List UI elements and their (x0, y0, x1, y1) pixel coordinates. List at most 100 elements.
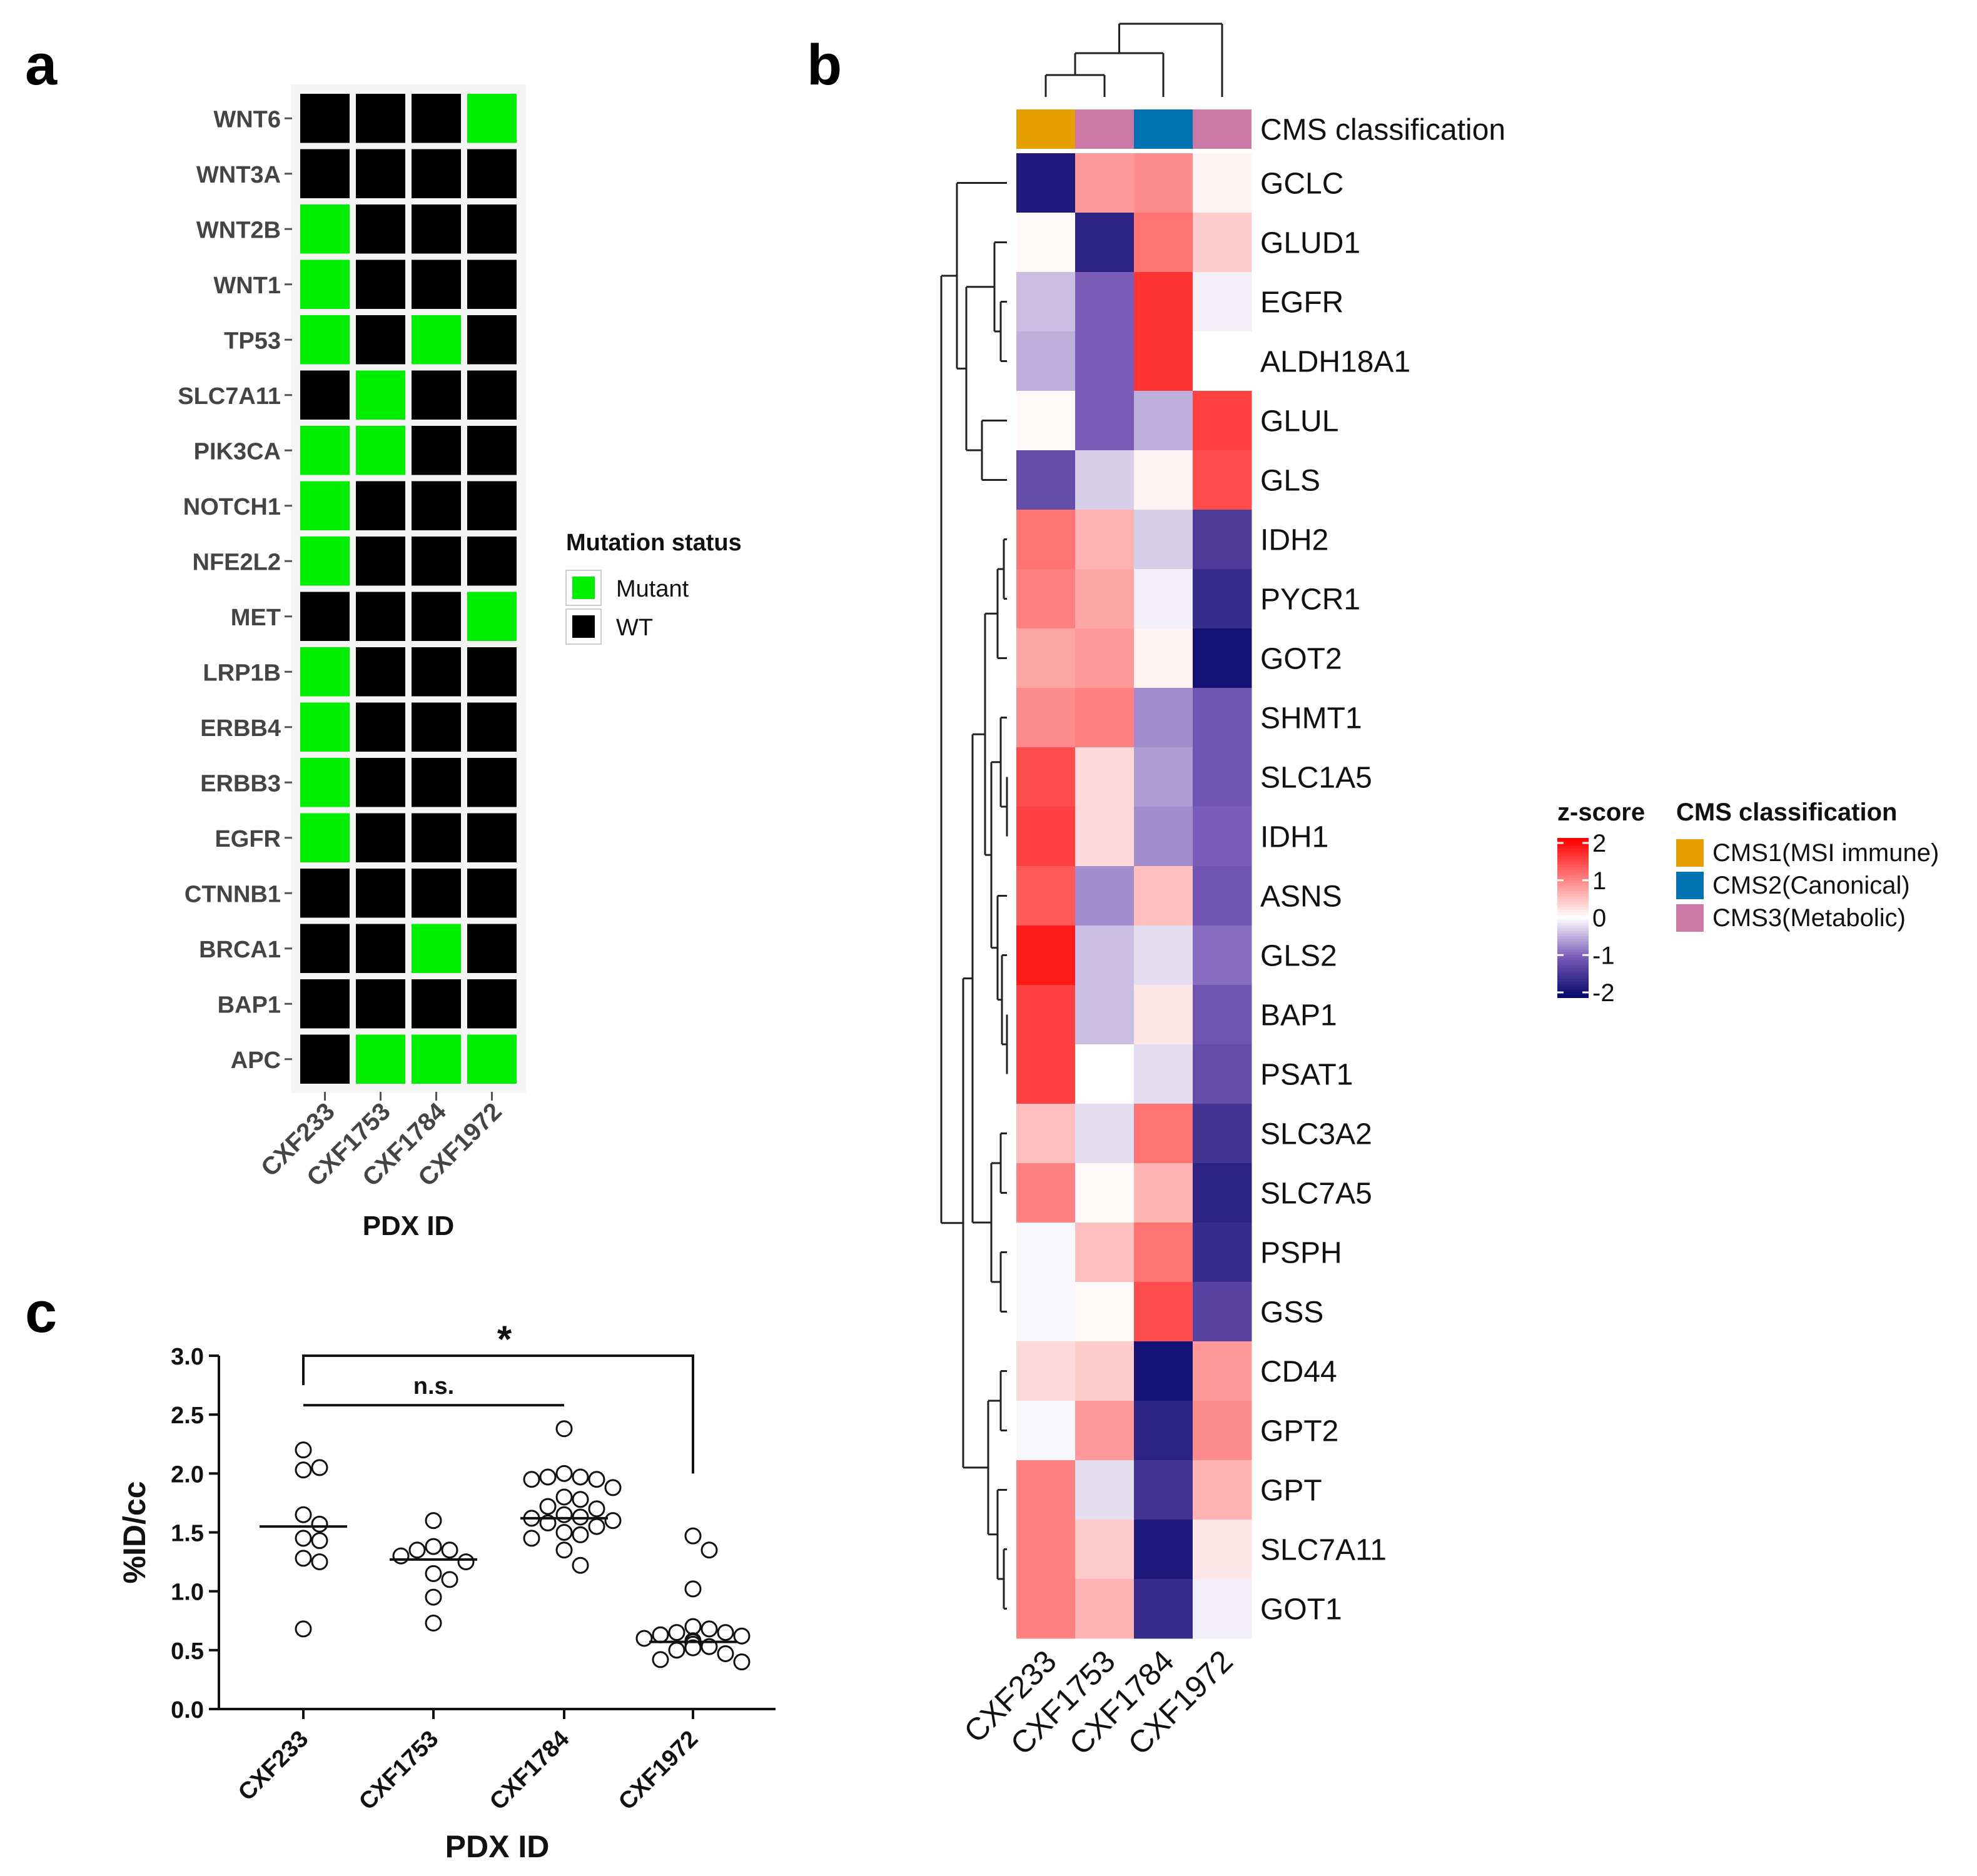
expression-cell (1075, 688, 1135, 748)
data-point (539, 1468, 557, 1486)
zscore-gradient-step (1557, 891, 1589, 895)
expression-cell (1016, 1104, 1076, 1164)
data-point (425, 1565, 442, 1582)
gene-label: ALDH18A1 (1260, 346, 1410, 379)
data-point (684, 1639, 702, 1657)
data-point (733, 1653, 751, 1671)
gene-label: EGFR (215, 826, 281, 852)
mutation-cell (300, 702, 350, 752)
expression-cell (1134, 1163, 1193, 1223)
zscore-gradient-step (1557, 909, 1589, 913)
gene-label: SLC7A5 (1260, 1178, 1372, 1211)
gene-label: GLUD1 (1260, 227, 1360, 260)
mutation-legend-title: Mutation status (566, 530, 742, 556)
zscore-gradient-step (1557, 992, 1589, 996)
mutation-cell (356, 1034, 405, 1084)
expression-cell (1193, 688, 1252, 748)
zscore-gradient-step (1557, 939, 1589, 942)
mutation-cell (412, 370, 461, 420)
gene-label: BAP1 (1260, 999, 1337, 1032)
mutation-cell (467, 426, 517, 475)
zscore-gradient-step (1557, 877, 1589, 881)
mutation-cell (300, 924, 350, 973)
expression-cell (1193, 866, 1252, 926)
zscore-gradient-step (1557, 838, 1589, 842)
panel-b-expression-heatmap: CMS classification GCLC GLUD1 EGFR ALDH18A1 G… (940, 23, 1939, 1762)
expression-cell (1134, 1579, 1193, 1639)
data-point (392, 1547, 410, 1565)
expression-cell (1134, 1223, 1193, 1283)
zscore-gradient-step (1557, 957, 1589, 961)
expression-cell (1134, 985, 1193, 1045)
expression-cell (1016, 1520, 1076, 1580)
cms-cell (1193, 109, 1251, 149)
data-point (588, 1471, 605, 1488)
expression-cell (1193, 272, 1252, 332)
expression-cell (1193, 1401, 1252, 1461)
data-point (523, 1530, 540, 1547)
gene-label: ERBB3 (200, 770, 281, 797)
zscore-gradient-step (1557, 907, 1589, 910)
zscore-gradient-step (1557, 856, 1589, 860)
zscore-gradient-step (1557, 989, 1589, 993)
gene-label: ASNS (1260, 880, 1342, 914)
expression-cell (1016, 272, 1076, 332)
expression-cell (1134, 569, 1193, 629)
legend-label: Mutant (616, 576, 689, 602)
expression-cell (1075, 1282, 1135, 1342)
gene-label: PYCR1 (1260, 583, 1360, 617)
mutation-cell (300, 260, 350, 309)
zscore-gradient-step (1557, 976, 1589, 980)
mutation-cell (467, 1034, 517, 1084)
mutation-cell (412, 426, 461, 475)
zscore-gradient-step (1557, 840, 1589, 844)
gene-label: GLS (1260, 465, 1320, 498)
expression-cell (1193, 628, 1252, 688)
zscore-gradient-step (1557, 917, 1589, 921)
expression-cell (1193, 153, 1252, 213)
expression-cell (1016, 628, 1076, 688)
expression-cell (1075, 213, 1135, 273)
x-tick-label: CXF1784 (485, 1726, 574, 1815)
cms-cell (1016, 109, 1075, 149)
mutation-cell (356, 149, 405, 198)
zscore-gradient-step (1557, 920, 1589, 924)
mutation-cell (412, 647, 461, 697)
zscore-gradient-step (1557, 994, 1589, 998)
y-axis-title: %ID/cc (117, 1481, 152, 1584)
mutation-cell (300, 592, 350, 641)
mutation-cell (467, 149, 517, 198)
expression-cell (1134, 747, 1193, 807)
y-tick-label: 1.0 (171, 1580, 204, 1606)
legend-swatch (572, 577, 595, 599)
mutation-cell (356, 979, 405, 1029)
gene-label: IDH2 (1260, 524, 1328, 557)
zscore-gradient-step (1557, 944, 1589, 948)
expression-cell (1016, 1282, 1076, 1342)
mutation-cell (467, 592, 517, 641)
data-point (717, 1624, 734, 1642)
mutation-cell (356, 315, 405, 365)
zscore-gradient-step (1557, 971, 1589, 974)
zscore-gradient-step (1557, 872, 1589, 876)
y-tick-label: 2.5 (171, 1403, 204, 1429)
zscore-gradient-step (1557, 949, 1589, 953)
gene-label: CTNNB1 (185, 881, 281, 907)
gene-label: IDH1 (1260, 821, 1328, 854)
expression-cell (1016, 569, 1076, 629)
panel-a-letter: a (25, 33, 58, 97)
expression-cell (1134, 628, 1193, 688)
mutation-cell (356, 426, 405, 475)
expression-cell (1193, 450, 1252, 510)
data-point (588, 1500, 605, 1518)
gene-label: WNT3A (196, 162, 281, 188)
data-point (604, 1479, 622, 1496)
expression-cell (1016, 510, 1076, 570)
expression-cell (1134, 450, 1193, 510)
mutation-cell (412, 315, 461, 365)
expression-cell (1075, 1104, 1135, 1164)
mutation-cell (300, 979, 350, 1029)
gene-label: CD44 (1260, 1356, 1337, 1389)
zscore-gradient-step (1557, 936, 1589, 940)
expression-cell (1016, 807, 1076, 867)
